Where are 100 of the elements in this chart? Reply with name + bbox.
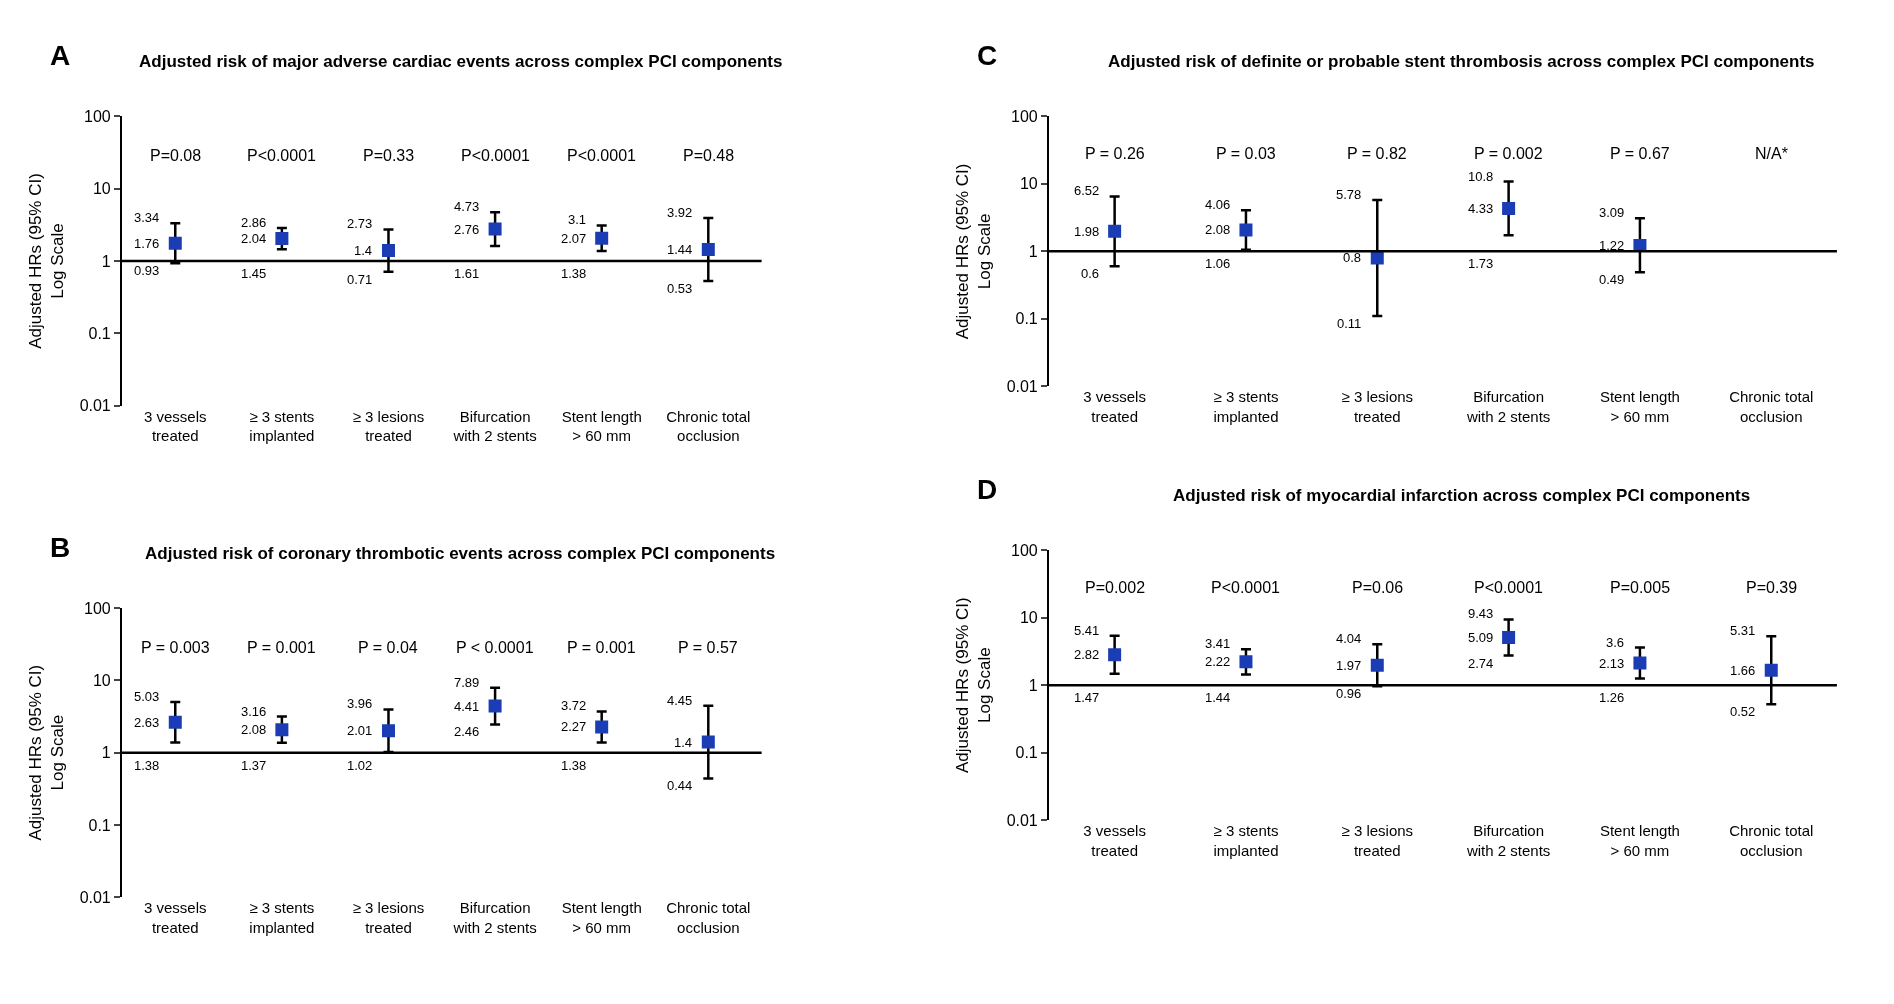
annotation: 4.45: [667, 693, 693, 708]
y-tick-label: 0.01: [1006, 377, 1038, 395]
x-tick-label: Bifurcation with 2 stents: [1465, 822, 1551, 859]
annotation: 4.73: [454, 199, 480, 214]
y-tick-label: 1: [101, 744, 111, 762]
annotation: 3.16: [241, 704, 267, 719]
annotation: 0.52: [1730, 704, 1756, 719]
data-label: 2.76: [454, 222, 480, 237]
text: D: [977, 474, 998, 505]
y-tick-label: 0.1: [88, 816, 111, 834]
data-label: 2.82: [1074, 647, 1100, 662]
x-tick-label: Chronic total occlusion: [1729, 388, 1814, 425]
annotation: P<0.0001: [461, 147, 531, 164]
annotation: P<0.0001: [1211, 579, 1281, 596]
x-tick-label: ≥ 3 stents implanted: [1213, 822, 1279, 859]
annotation: 1.38: [134, 758, 160, 773]
annotation: 0.49: [1599, 272, 1625, 287]
x-tick-label: ≥ 3 lesions treated: [352, 407, 425, 445]
y-tick-label: 0.01: [79, 397, 111, 415]
y-tick-label: 100: [1011, 108, 1038, 125]
data-label: 2.08: [241, 722, 267, 737]
annotation: P = 0.03: [1216, 145, 1276, 162]
annotation: 5.31: [1730, 623, 1756, 638]
annotation: P = 0.001: [567, 639, 636, 656]
y-tick-label: 0.01: [79, 888, 111, 906]
y-tick-label: 10: [92, 180, 111, 198]
data-label: 1.98: [1074, 224, 1100, 239]
annotation: 10.8: [1468, 169, 1494, 184]
annotation: 3.1: [568, 212, 587, 227]
annotation: 2.86: [241, 215, 267, 230]
text: A: [50, 40, 71, 71]
annotation: P = 0.26: [1085, 145, 1145, 162]
annotation: P=0.48: [683, 147, 735, 164]
x-tick-label: ≥ 3 lesions treated: [1341, 388, 1414, 425]
data-label: 2.07: [561, 231, 587, 246]
annotation: P = 0.57: [678, 639, 738, 656]
annotation: 5.41: [1074, 623, 1100, 638]
annotation: P<0.0001: [247, 147, 317, 164]
y-tick-label: 1: [1028, 676, 1038, 694]
annotation: 5.78: [1336, 187, 1362, 202]
data-label: 2.04: [241, 231, 267, 246]
annotation: P = 0.82: [1347, 145, 1407, 162]
annotation: 4.04: [1336, 631, 1362, 646]
annotation: P = 0.002: [1474, 145, 1543, 162]
annotation: 1.61: [454, 266, 480, 281]
x-tick-label: ≥ 3 stents implanted: [249, 407, 315, 445]
y-tick-label: 10: [1019, 175, 1038, 193]
y-tick-label: 0.01: [1006, 811, 1038, 829]
data-label: 0.8: [1343, 250, 1362, 265]
annotation: 1.26: [1599, 690, 1625, 705]
data-label: 2.01: [347, 723, 373, 738]
annotation: 0.44: [667, 778, 693, 793]
annotation: 0.6: [1081, 266, 1100, 281]
y-tick-label: 1: [101, 252, 111, 270]
x-tick-label: ≥ 3 lesions treated: [1341, 822, 1414, 859]
y-tick-label: 1: [1028, 242, 1038, 260]
annotation: 1.45: [241, 266, 267, 281]
annotation: 6.52: [1074, 183, 1100, 198]
x-tick-label: Stent length > 60 mm: [1599, 822, 1680, 859]
annotation: 1.02: [347, 758, 373, 773]
y-tick-label: 100: [84, 599, 111, 617]
annotation: 2.46: [454, 724, 480, 739]
annotation: 3.96: [347, 696, 373, 711]
x-tick-label: ≥ 3 stents implanted: [249, 899, 315, 936]
x-tick-label: Bifurcation with 2 stents: [1465, 388, 1551, 425]
data-label: 2.08: [1205, 222, 1231, 237]
data-label: 2.22: [1205, 654, 1231, 669]
annotation: P=0.002: [1085, 579, 1146, 596]
annotation: 3.72: [561, 698, 587, 713]
text: C: [977, 40, 998, 71]
annotation: P=0.33: [363, 147, 415, 164]
data-label: 1.97: [1336, 658, 1362, 673]
annotation: 1.06: [1205, 256, 1231, 271]
x-tick-label: Stent length > 60 mm: [1599, 388, 1680, 425]
y-tick-label: 0.1: [1015, 310, 1038, 328]
annotation: P = 0.67: [1610, 145, 1670, 162]
x-tick-label: Chronic total occlusion: [666, 407, 751, 445]
annotation: 5.03: [134, 689, 160, 704]
x-tick-label: Stent length > 60 mm: [561, 407, 642, 445]
annotation: P < 0.0001: [456, 639, 534, 656]
annotation: 3.09: [1599, 205, 1625, 220]
annotation: 1.44: [1205, 690, 1231, 705]
y-axis-title: Adjusted HRs (95% CI) Log Scale: [25, 664, 67, 841]
data-label: 5.09: [1468, 630, 1494, 645]
y-tick-label: 10: [1019, 609, 1038, 627]
annotation: 3.34: [134, 210, 160, 225]
annotation: 0.11: [1337, 316, 1362, 331]
x-tick-label: ≥ 3 stents implanted: [1213, 388, 1279, 425]
annotation: P=0.005: [1610, 579, 1671, 596]
x-tick-label: Chronic total occlusion: [1729, 822, 1814, 859]
y-axis-title: Adjusted HRs (95% CI) Log Scale: [952, 597, 994, 774]
annotation: 3.92: [667, 205, 693, 220]
chart-title: Adjusted risk of coronary thrombotic events across complex PCI components: [145, 544, 776, 563]
x-tick-label: 3 vessels treated: [144, 899, 207, 936]
annotation: P = 0.04: [358, 639, 418, 656]
data-label: 2.27: [561, 719, 587, 734]
y-tick-label: 0.1: [88, 324, 111, 342]
chart-title: Adjusted risk of definite or probable stent thrombosis across complex PCI components: [1108, 52, 1815, 71]
data-label: 1.76: [134, 236, 160, 251]
annotation: 1.38: [561, 758, 587, 773]
